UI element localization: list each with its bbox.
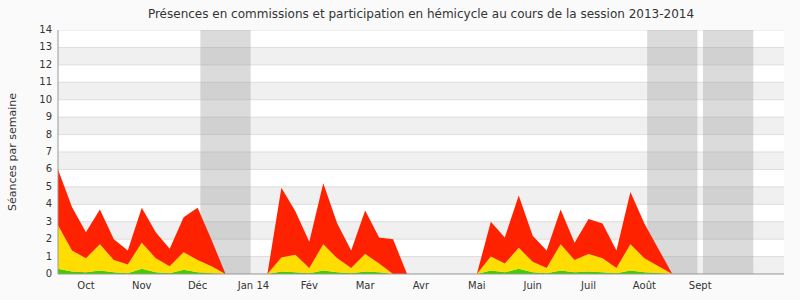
y-tick-label: 0 xyxy=(46,268,52,279)
y-tick-label: 5 xyxy=(46,181,52,192)
y-tick-label: 10 xyxy=(39,94,52,105)
y-tick-label: 12 xyxy=(39,59,52,70)
x-tick-label: Juin xyxy=(522,280,541,291)
x-tick-label: Avr xyxy=(413,280,430,291)
x-tick-label: Sept xyxy=(689,280,712,291)
chart-container: 01234567891011121314OctNovDécJan 14FévMa… xyxy=(0,0,800,300)
area xyxy=(58,169,742,274)
y-axis-line xyxy=(58,30,59,274)
y-axis-label: Séances par semaine xyxy=(6,93,19,211)
y-tick-label: 11 xyxy=(39,76,52,87)
y-tick-label: 4 xyxy=(46,198,52,209)
y-tick-label: 3 xyxy=(46,216,52,227)
x-tick-label: Nov xyxy=(132,280,152,291)
x-tick-label: Mar xyxy=(356,280,376,291)
plot-background xyxy=(58,30,784,274)
grid-line xyxy=(58,274,784,275)
x-tick-label: Déc xyxy=(188,280,207,291)
x-tick-label: Jan 14 xyxy=(237,280,269,291)
y-tick-label: 1 xyxy=(46,251,52,262)
x-tick-label: Juil xyxy=(580,280,596,291)
x-tick-label: Août xyxy=(633,280,656,291)
grid xyxy=(58,30,784,274)
areas xyxy=(58,169,742,274)
shaded-region xyxy=(647,30,697,274)
x-tick-label: Mai xyxy=(468,280,486,291)
y-tick-label: 7 xyxy=(46,146,52,157)
y-tick-label: 9 xyxy=(46,111,52,122)
chart-svg: 01234567891011121314OctNovDécJan 14FévMa… xyxy=(0,0,800,300)
x-tick-label: Fév xyxy=(301,280,318,291)
y-tick-label: 6 xyxy=(46,163,52,174)
y-ticks: 01234567891011121314 xyxy=(39,24,52,279)
x-axis-line xyxy=(58,274,784,275)
x-tick-label: Oct xyxy=(77,280,94,291)
x-ticks: Oct Nov Déc Jan 14 Fév Mar Avr Mai Juin Juil Août S… xyxy=(77,280,711,291)
y-tick-label: 2 xyxy=(46,233,52,244)
y-tick-label: 8 xyxy=(46,129,52,140)
y-tick-label: 13 xyxy=(39,41,52,52)
chart-title: Présences en commissions et participatio… xyxy=(148,7,694,21)
shaded-region xyxy=(703,30,753,274)
y-tick-label: 14 xyxy=(39,24,52,35)
